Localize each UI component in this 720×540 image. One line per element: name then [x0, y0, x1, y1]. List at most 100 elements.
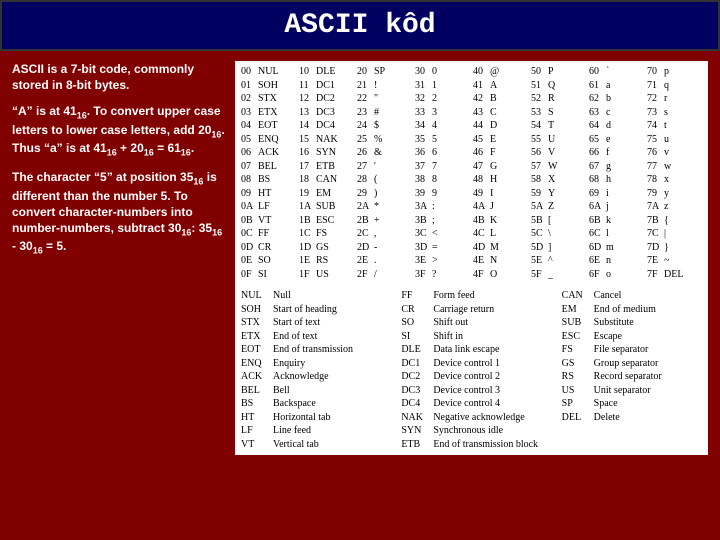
hex-code: 0E	[241, 254, 258, 268]
ascii-row: 48H	[473, 173, 528, 187]
mnemonic: y	[664, 187, 702, 201]
ascii-row: 5C\	[531, 227, 586, 241]
ascii-row: 300	[415, 65, 470, 79]
mnemonic: #	[374, 106, 412, 120]
mnemonic: SO	[258, 254, 296, 268]
mnemonic: M	[490, 241, 528, 255]
mnemonic: ETB	[316, 160, 354, 174]
ascii-row: 3D=	[415, 241, 470, 255]
ascii-column: 40@41A42B43C44D45E46F47G48H49I4AJ4BK4CL4…	[473, 65, 528, 281]
ascii-row: 01SOH	[241, 79, 296, 93]
ascii-row: 2E.	[357, 254, 412, 268]
mnemonic: EM	[316, 187, 354, 201]
legend-row: NAKNegative acknowledge	[401, 411, 541, 425]
ascii-row: 68h	[589, 173, 644, 187]
legend-row: DC4Device control 4	[401, 397, 541, 411]
mnemonic: ENQ	[258, 133, 296, 147]
hex-code: 6A	[589, 200, 606, 214]
mnemonic: 8	[432, 173, 470, 187]
ascii-row: 399	[415, 187, 470, 201]
mnemonic: ;	[432, 214, 470, 228]
hex-code: 32	[415, 92, 432, 106]
ascii-row: 40@	[473, 65, 528, 79]
ascii-row: 10DLE	[299, 65, 354, 79]
legend-abbr: LF	[241, 424, 273, 438]
ascii-row: 7D}	[647, 241, 702, 255]
ascii-row: 0CFF	[241, 227, 296, 241]
legend-desc: Group separator	[594, 357, 702, 371]
ascii-row: 59Y	[531, 187, 586, 201]
ascii-row: 6Dm	[589, 241, 644, 255]
mnemonic: ~	[664, 254, 702, 268]
mnemonic: Q	[548, 79, 586, 93]
mnemonic: 7	[432, 160, 470, 174]
hex-code: 68	[589, 173, 606, 187]
legend-row: CRCarriage return	[401, 303, 541, 317]
legend-desc: Form feed	[433, 289, 541, 303]
mnemonic: LF	[258, 200, 296, 214]
ascii-row: 3E>	[415, 254, 470, 268]
legend-row: DC2Device control 2	[401, 370, 541, 384]
legend-desc: End of transmission block	[433, 438, 541, 452]
mnemonic: ,	[374, 227, 412, 241]
mnemonic: DC4	[316, 119, 354, 133]
ascii-row: 4CL	[473, 227, 528, 241]
hex-code: 0A	[241, 200, 258, 214]
hex-code: 05	[241, 133, 258, 147]
mnemonic: DC3	[316, 106, 354, 120]
mnemonic: w	[664, 160, 702, 174]
hex-code: 15	[299, 133, 316, 147]
legend-desc: Bell	[273, 384, 381, 398]
legend-desc: Device control 4	[433, 397, 541, 411]
hex-code: 70	[647, 65, 664, 79]
ascii-row: 55U	[531, 133, 586, 147]
ascii-row: 6Aj	[589, 200, 644, 214]
ascii-row: 7C|	[647, 227, 702, 241]
mnemonic: S	[548, 106, 586, 120]
hex-code: 11	[299, 79, 316, 93]
hex-code: 18	[299, 173, 316, 187]
hex-code: 31	[415, 79, 432, 93]
hex-code: 00	[241, 65, 258, 79]
ascii-row: 18CAN	[299, 173, 354, 187]
hex-code: 54	[531, 119, 548, 133]
ascii-row: 7Az	[647, 200, 702, 214]
hex-code: 73	[647, 106, 664, 120]
ascii-row: 6En	[589, 254, 644, 268]
legend-desc: Escape	[594, 330, 702, 344]
ascii-row: 50P	[531, 65, 586, 79]
hex-code: 79	[647, 187, 664, 201]
mnemonic: j	[606, 200, 644, 214]
legend-abbr: ETX	[241, 330, 273, 344]
legend-row: SUBSubstitute	[562, 316, 702, 330]
legend-abbr: EM	[562, 303, 594, 317]
mnemonic: m	[606, 241, 644, 255]
legend-abbr: FF	[401, 289, 433, 303]
hex-code: 40	[473, 65, 490, 79]
hex-code: 71	[647, 79, 664, 93]
mnemonic: B	[490, 92, 528, 106]
ascii-panel: 00NUL01SOH02STX03ETX04EOT05ENQ06ACK07BEL…	[235, 61, 708, 455]
ascii-row: 344	[415, 119, 470, 133]
title-bar: ASCII kôd	[0, 0, 720, 51]
ascii-row: 388	[415, 173, 470, 187]
ascii-row: 28(	[357, 173, 412, 187]
mnemonic: NUL	[258, 65, 296, 79]
ascii-row: 06ACK	[241, 146, 296, 160]
legend-column: FFForm feedCRCarriage returnSOShift outS…	[401, 289, 541, 451]
mnemonic: DC1	[316, 79, 354, 93]
ascii-row: 49I	[473, 187, 528, 201]
hex-code: 4C	[473, 227, 490, 241]
hex-code: 3F	[415, 268, 432, 282]
hex-code: 27	[357, 160, 374, 174]
description-column: ASCII is a 7-bit code, commonly stored i…	[12, 61, 227, 455]
ascii-row: 1FUS	[299, 268, 354, 282]
mnemonic: x	[664, 173, 702, 187]
hex-code: 1F	[299, 268, 316, 282]
mnemonic: -	[374, 241, 412, 255]
legend-abbr: NUL	[241, 289, 273, 303]
hex-code: 19	[299, 187, 316, 201]
mnemonic: I	[490, 187, 528, 201]
ascii-row: 51Q	[531, 79, 586, 93]
ascii-row: 355	[415, 133, 470, 147]
